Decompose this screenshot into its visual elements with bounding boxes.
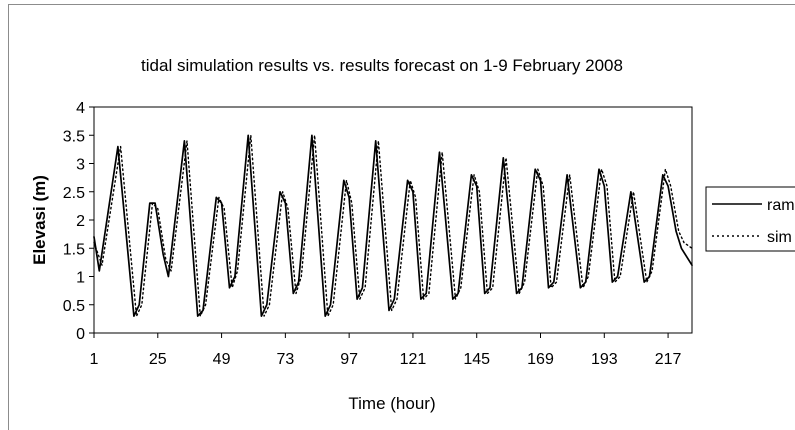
y-tick-label: 3 — [76, 157, 85, 174]
x-axis-label: Time (hour) — [348, 394, 435, 413]
x-tick-label: 121 — [400, 351, 427, 368]
y-tick-label: 2 — [76, 213, 85, 230]
legend: ram sim — [705, 186, 795, 252]
x-tick-label: 145 — [463, 351, 490, 368]
series-line-ram — [93, 134, 693, 317]
series-layer — [93, 134, 693, 317]
legend-label-ram: ram — [767, 197, 795, 214]
y-tick-label: 4 — [76, 100, 85, 117]
y-tick-label: 0 — [76, 326, 85, 343]
x-tick-label: 49 — [213, 351, 231, 368]
legend-box — [705, 186, 795, 252]
y-axis-label: Elevasi (m) — [30, 175, 49, 265]
series-line-sim — [93, 134, 693, 317]
y-axis: 0 0.5 1 1.5 2 2.5 3 3.5 4 — [63, 100, 94, 343]
x-tick-label: 1 — [90, 351, 99, 368]
legend-label-sim: sim — [767, 229, 792, 246]
x-tick-label: 73 — [276, 351, 294, 368]
x-tick-label: 193 — [591, 351, 618, 368]
x-tick-label: 25 — [149, 351, 167, 368]
x-axis: 1 25 49 73 97 121 145 169 193 217 — [90, 333, 682, 368]
x-tick-label: 169 — [527, 351, 554, 368]
y-tick-label: 1 — [76, 270, 85, 287]
y-tick-label: 2.5 — [63, 185, 85, 202]
x-tick-label: 97 — [340, 351, 358, 368]
y-tick-label: 3.5 — [63, 128, 85, 145]
y-tick-label: 1.5 — [63, 241, 85, 258]
y-tick-label: 0.5 — [63, 298, 85, 315]
chart-title: tidal simulation results vs. results for… — [141, 56, 623, 75]
x-tick-label: 217 — [655, 351, 682, 368]
